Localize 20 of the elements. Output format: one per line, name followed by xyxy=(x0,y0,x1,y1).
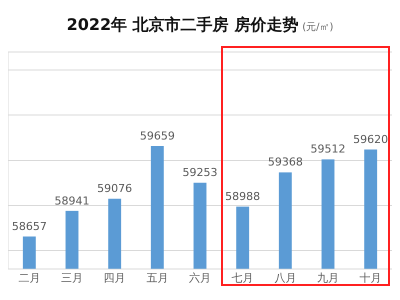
x-tick-label: 九月 xyxy=(317,271,339,284)
x-tick-label: 四月 xyxy=(104,271,126,284)
data-label: 59659 xyxy=(140,129,175,142)
chart-title: 2022年 北京市二手房 房价走势 xyxy=(66,15,298,34)
x-tick-label: 五月 xyxy=(146,271,168,284)
data-label: 58657 xyxy=(12,220,47,233)
x-tick-label: 八月 xyxy=(274,271,296,284)
x-tick-label: 六月 xyxy=(189,271,211,284)
x-tick-label: 二月 xyxy=(18,271,40,284)
data-label: 58941 xyxy=(54,194,90,208)
x-tick-label: 三月 xyxy=(61,271,83,284)
data-label: 59512 xyxy=(310,142,346,156)
data-label: 59076 xyxy=(97,182,132,196)
x-tick-label: 七月 xyxy=(232,271,254,284)
data-label: 59253 xyxy=(182,166,218,180)
data-label: 58988 xyxy=(225,190,260,204)
x-tick-label: 十月 xyxy=(360,271,382,284)
chart-subtitle: (元/㎡) xyxy=(302,22,334,33)
data-label: 59368 xyxy=(268,156,303,169)
data-label: 59620 xyxy=(353,132,388,146)
